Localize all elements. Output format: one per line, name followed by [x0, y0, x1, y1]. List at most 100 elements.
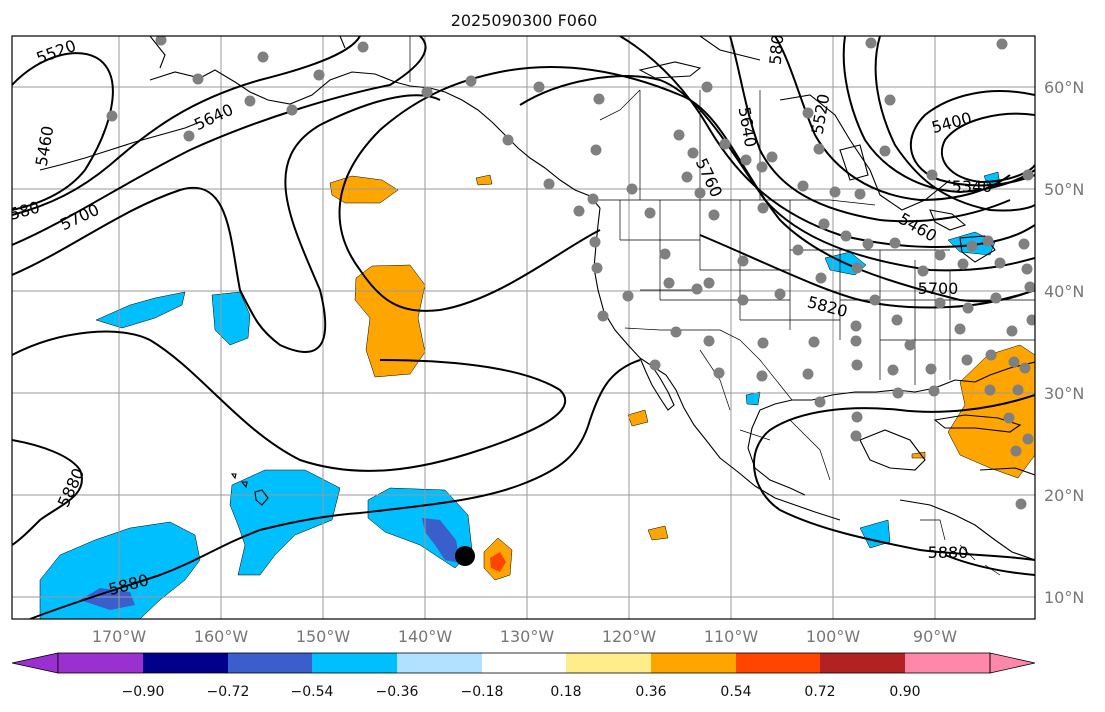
station-marker	[925, 363, 937, 375]
station-marker	[879, 145, 891, 157]
station-marker	[691, 283, 703, 295]
colorbar-segment	[566, 653, 651, 673]
contour-line	[338, 65, 1035, 312]
lat-label: 30°N	[1044, 384, 1084, 403]
station-marker	[889, 237, 901, 249]
station-marker	[996, 38, 1008, 50]
lat-label: 40°N	[1044, 282, 1084, 301]
lon-label: 160°W	[194, 627, 249, 646]
colorbar-tick: 0.90	[889, 684, 920, 700]
station-marker	[966, 240, 978, 252]
station-marker	[802, 107, 814, 119]
station-marker	[961, 354, 973, 366]
contour-line	[12, 94, 441, 353]
station-marker	[814, 396, 826, 408]
station-marker	[421, 86, 433, 98]
map-title: 2025090300 F060	[451, 11, 598, 30]
station-marker	[850, 320, 862, 332]
station-marker	[984, 384, 996, 396]
latitude-labels: 60°N 50°N 40°N 30°N 20°N 10°N	[1044, 78, 1084, 607]
contour-label: 5340	[952, 177, 993, 196]
contour-line	[12, 330, 567, 472]
station-marker	[962, 302, 974, 314]
station-marker	[954, 323, 966, 335]
station-marker	[934, 249, 946, 261]
station-marker	[673, 129, 685, 141]
station-marker	[597, 310, 609, 322]
station-marker	[851, 359, 863, 371]
station-marker	[797, 180, 809, 192]
colorbar-segment	[58, 653, 143, 673]
station-marker	[891, 314, 903, 326]
station-marker	[587, 193, 599, 205]
positive-anomaly-area	[947, 344, 1035, 479]
yucatan	[859, 429, 926, 471]
station-marker	[593, 93, 605, 105]
station-marker	[757, 202, 769, 214]
station-marker	[757, 337, 769, 349]
station-marker	[985, 349, 997, 361]
station-marker	[543, 178, 555, 190]
station-marker	[808, 336, 820, 348]
cuba	[933, 414, 1022, 433]
contour-label: 5880	[928, 543, 969, 562]
station-marker	[887, 364, 899, 376]
colorbar-segment	[228, 653, 312, 673]
us-mexico-border	[624, 327, 793, 401]
contour-line	[874, 36, 1035, 212]
colorbar-segment	[820, 653, 905, 673]
lon-label: 90°W	[913, 627, 957, 646]
station-marker	[862, 238, 874, 250]
negative-anomaly-area	[859, 519, 891, 549]
station-marker	[591, 262, 603, 274]
contour-line	[12, 36, 361, 216]
colorbar-tick: −0.72	[207, 684, 250, 700]
positive-anomaly-area	[647, 525, 669, 541]
station-marker	[994, 257, 1006, 269]
contour-line	[29, 359, 641, 619]
colorbar-segment	[651, 653, 736, 673]
station-marker	[670, 326, 682, 338]
station-marker	[815, 272, 827, 284]
lon-label: 170°W	[92, 627, 147, 646]
station-marker	[774, 288, 786, 300]
colorbar-segment	[905, 653, 990, 673]
map-frame	[11, 35, 1036, 620]
station-marker	[869, 294, 881, 306]
station-marker	[244, 95, 256, 107]
station-marker	[626, 183, 638, 195]
contour-line	[842, 36, 1035, 194]
positive-anomaly-area	[627, 409, 649, 427]
station-marker	[155, 36, 167, 46]
colorbar-tick: 0.36	[635, 684, 666, 700]
contour-label: 580	[766, 33, 788, 65]
colorbar-segment	[312, 653, 397, 673]
contour-label: 5880	[928, 543, 969, 562]
baja-california	[639, 357, 675, 411]
contour-line	[12, 439, 83, 546]
station-marker	[573, 205, 585, 217]
station-marker	[851, 411, 863, 423]
station-marker	[818, 218, 830, 230]
contour-line	[699, 234, 1035, 309]
station-marker	[892, 387, 904, 399]
station-marker	[286, 104, 298, 116]
station-marker	[622, 290, 634, 302]
canada-us-border	[598, 199, 876, 206]
station-marker	[829, 186, 841, 198]
station-marker	[737, 255, 749, 267]
station-marker	[756, 161, 768, 173]
station-marker	[934, 297, 946, 309]
station-marker	[589, 236, 601, 248]
station-marker	[1022, 433, 1034, 445]
contour-line	[940, 112, 1035, 184]
station-marker	[257, 51, 269, 63]
station-marker	[850, 335, 862, 347]
contour-line	[753, 394, 1035, 561]
colorbar-tick: 0.72	[804, 684, 835, 700]
station-marker	[802, 368, 814, 380]
colorbar-tick: 0.18	[550, 684, 581, 700]
hawaii-islands	[230, 473, 269, 506]
station-marker	[694, 187, 706, 199]
